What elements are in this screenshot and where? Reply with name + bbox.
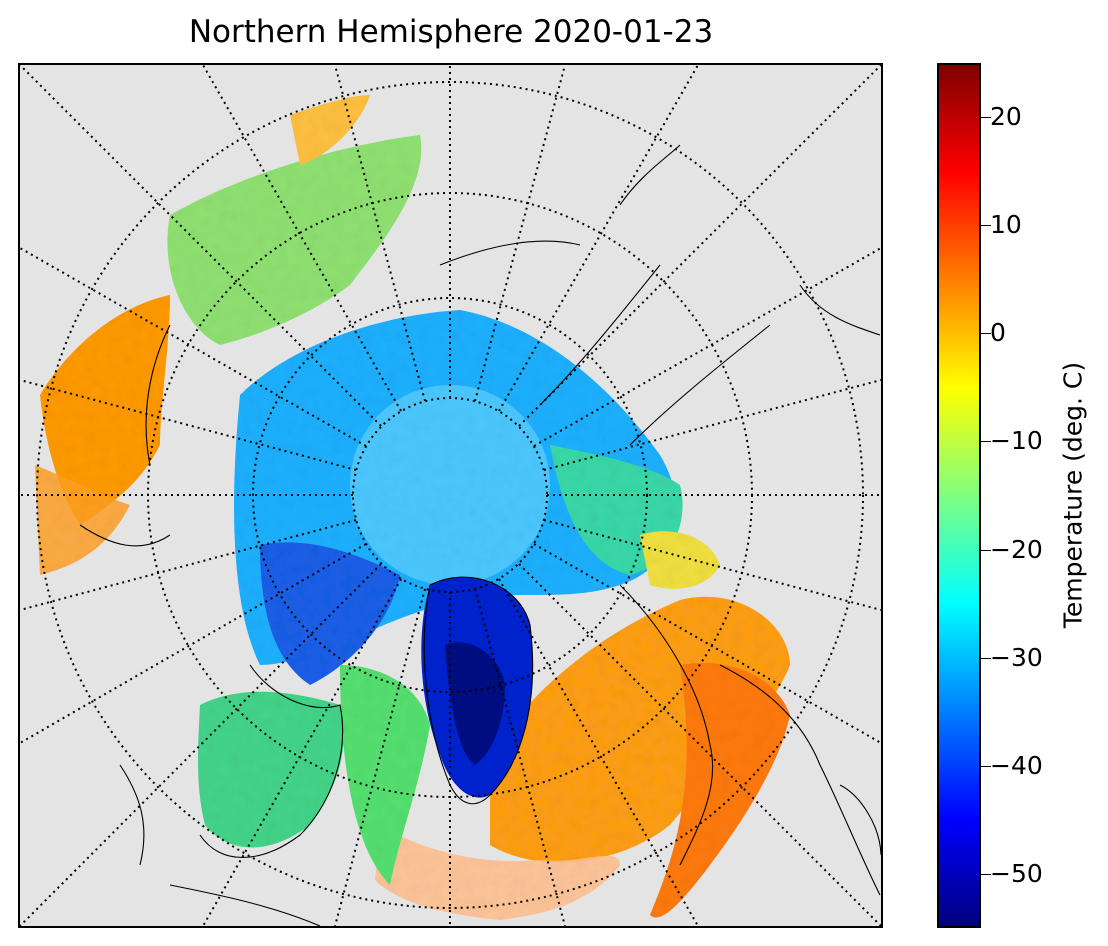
colorbar-tick-label: 20 [990,102,1022,132]
parallel-70N [252,297,648,693]
colorbar-tick-mark [981,225,991,227]
coastline-europe [719,664,881,896]
coastline-alaska [79,324,171,547]
temp-region-greenland-core [445,642,505,765]
temp-region-norwegian-sea [490,596,790,863]
temp-region-chukchi [290,95,370,165]
graticule [20,65,881,926]
temp-region-bering-pacific [40,295,170,525]
colorbar-tick-label: −20 [990,534,1043,564]
colorbar-tick-label: −50 [990,858,1043,888]
temp-region-baffin [340,665,430,885]
chart-title: Northern Hemisphere 2020-01-23 [188,14,714,50]
colorbar-tick-mark [981,441,991,443]
coastline-greenland [423,576,534,805]
colorbar-tick-label: −30 [990,642,1043,672]
temp-region-hudson-bay [197,691,344,848]
colorbar-tick-mark [981,657,991,659]
colorbar-tick-label: 10 [990,210,1022,240]
coastlines [79,144,881,926]
colorbar-tick-mark [981,117,991,119]
temperature-field [35,95,790,920]
coastline-asia-east [439,144,881,336]
colorbar-gradient [939,65,979,926]
coastline-hudson [119,764,321,926]
colorbar-tick-mark [981,765,991,767]
temp-region-north-atlantic [375,825,620,920]
map-canvas [20,65,881,926]
colorbar-label: Temperature (deg. C) [1058,361,1088,629]
temp-region-east-siberian [167,135,422,345]
colorbar-tick-label: 0 [990,318,1006,348]
parallel-50N [36,81,864,909]
colorbar-tick-label: −10 [990,426,1043,456]
coastline-canada [199,664,344,859]
colorbar-tick-mark [981,873,991,875]
temp-region-pole [350,385,550,585]
colorbar-tick-label: −40 [990,750,1043,780]
temp-region-yamal [640,531,720,589]
temp-region-bering-pacific-2 [35,465,130,575]
colorbar-tick-mark [981,549,991,551]
colorbar [937,63,981,928]
polar-map [18,63,883,928]
coastline-eurasia [539,264,771,866]
colorbar-tick-mark [981,333,991,335]
